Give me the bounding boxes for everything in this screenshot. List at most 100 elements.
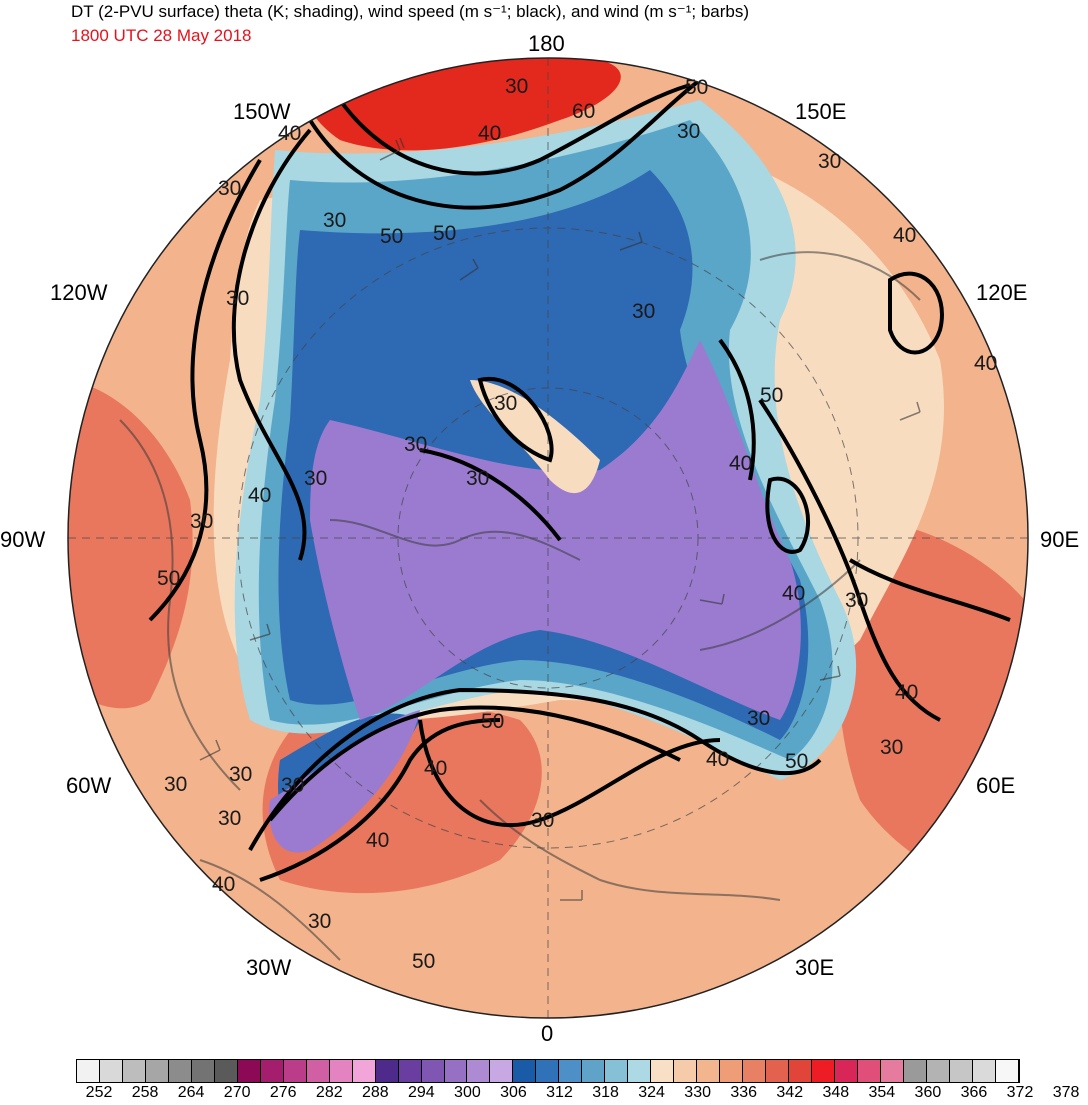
contour-jet-asia: [758, 398, 941, 722]
colorbar-cell: [398, 1060, 422, 1082]
colorbar-cell: [789, 1060, 812, 1082]
contour-label: 30: [404, 433, 427, 456]
contour-label: 40: [478, 122, 501, 145]
contour-label: 40: [706, 748, 729, 771]
contour-label: 40: [278, 122, 301, 145]
colorbar-tick-label: 360: [914, 1084, 942, 1101]
colorbar-tick-label: 318: [592, 1084, 619, 1101]
lon-label-90w: 90W: [0, 527, 45, 552]
contour-jet-siberia: [718, 338, 756, 481]
contour-closed-east-asia: [888, 271, 944, 355]
colorbar-tick-label: 258: [131, 1084, 159, 1101]
colorbar-cell: [880, 1060, 904, 1082]
lon-label-30e: 30E: [795, 955, 834, 980]
map-boundary: [67, 57, 1029, 1019]
colorbar-tick-label: 306: [500, 1084, 527, 1101]
theta-cream-tongue-center: [470, 380, 600, 494]
contour-label: 30: [747, 707, 770, 730]
contour-label: 30: [677, 120, 700, 143]
contour-label: 30: [466, 467, 489, 490]
contour-label: 50: [481, 710, 504, 733]
colorbar-tick-label: 366: [960, 1084, 988, 1101]
lon-label-0: 0: [541, 1021, 553, 1046]
colorbar-cell: [766, 1060, 790, 1082]
lon-label-30w: 30W: [246, 955, 291, 980]
contour-closed-central: [477, 376, 554, 463]
contour-label: 30: [281, 774, 304, 797]
colorbar-cell: [812, 1060, 835, 1082]
contour-closed-siberia: [765, 476, 810, 554]
contour-label: 40: [895, 681, 918, 704]
colorbar-tick-label: 324: [638, 1084, 665, 1101]
colorbar-cell: [375, 1060, 399, 1082]
contour-label: 30: [632, 300, 655, 323]
contour-label: 60: [572, 100, 595, 123]
longitude-labels: 180 150W 150E 120W 120E 90W 90E 60W 60E …: [0, 31, 1079, 1046]
contour-jet-central-arctic: [419, 448, 562, 542]
colorbar-cell: [145, 1060, 169, 1082]
lon-label-120e: 120E: [976, 280, 1027, 305]
lon-label-60e: 60E: [976, 773, 1015, 798]
contour-label: 50: [412, 950, 435, 973]
contour-label: 50: [157, 567, 180, 590]
theta-colorbar: [76, 1059, 1020, 1083]
colorbar-tick-labels: 252 258 264 270 276 282 288 294 300 306 312 318 324 3…: [76, 1084, 1080, 1104]
theta-purple-lobe-atlantic: [269, 710, 420, 853]
colorbar-tick-label: 354: [868, 1084, 896, 1101]
colorbar-cell: [834, 1060, 858, 1082]
contour-jet-atlantic-lower: [259, 718, 501, 882]
lon-label-180: 180: [528, 31, 565, 56]
colorbar-cell: [674, 1060, 698, 1082]
contour-label: 30: [323, 209, 346, 232]
contour-jet-pacific: [308, 78, 702, 210]
contour-label: 40: [424, 757, 447, 780]
graticule: [68, 58, 1028, 1018]
colorbar-tick-label: 378: [1052, 1084, 1080, 1101]
contour-label: 50: [433, 222, 456, 245]
contour-label: 30: [304, 467, 327, 490]
colorbar-cell: [628, 1060, 652, 1082]
colorbar-cell: [697, 1060, 721, 1082]
figure-title: DT (2-PVU surface) theta (K; shading), w…: [71, 2, 750, 21]
colorbar-tick-label: 264: [177, 1084, 205, 1101]
colorbar-tick-label: 288: [361, 1084, 389, 1101]
colorbar-tick-label: 300: [454, 1084, 481, 1101]
contour-labels: 30 40 50 60 30 40 30 50 50 30 30 40 30 3…: [157, 75, 997, 973]
colorbar-tick-label: 336: [730, 1084, 758, 1101]
theta-purple-lobe-siberia: [690, 367, 723, 431]
colorbar-cell: [467, 1060, 491, 1082]
contour-label: 30: [845, 589, 868, 612]
contour-label: 40: [974, 352, 997, 375]
theta-purple-polar-vortex: [310, 340, 801, 720]
colorbar-tick-label: 330: [684, 1084, 712, 1101]
contour-label: 30: [880, 736, 903, 759]
contour-label: 30: [818, 150, 841, 173]
contour-jet-atlantic: [248, 687, 822, 851]
contour-label: 30: [308, 910, 331, 933]
colorbar-cell: [995, 1060, 1019, 1082]
colorbar-cell: [168, 1060, 192, 1082]
colorbar-cell: [743, 1060, 767, 1082]
contour-jet-north-america: [231, 128, 312, 561]
colorbar-cell: [283, 1060, 307, 1082]
contour-label: 40: [212, 873, 235, 896]
colorbar-cell: [352, 1060, 376, 1082]
lon-label-150e: 150E: [795, 99, 846, 124]
contour-jet-pacific-inner: [338, 83, 691, 176]
contour-label: 30: [531, 809, 554, 832]
colorbar-tick-label: 270: [223, 1084, 251, 1101]
colorbar-cell: [903, 1060, 927, 1082]
contour-jet-atlantic-inner: [268, 705, 681, 822]
wind-barbs: [199, 137, 921, 901]
colorbar-cell: [857, 1060, 881, 1082]
contour-label: 30: [494, 392, 517, 415]
colorbar-cell: [513, 1060, 537, 1082]
lon-label-60w: 60W: [66, 773, 111, 798]
colorbar-cell: [949, 1060, 973, 1082]
colorbar-cell: [490, 1060, 514, 1082]
colorbar-cell: [582, 1060, 606, 1082]
colorbar-cell: [720, 1060, 744, 1082]
colorbar-cell: [605, 1060, 629, 1082]
colorbar-cell: [77, 1060, 100, 1082]
contour-label: 30: [164, 773, 187, 796]
